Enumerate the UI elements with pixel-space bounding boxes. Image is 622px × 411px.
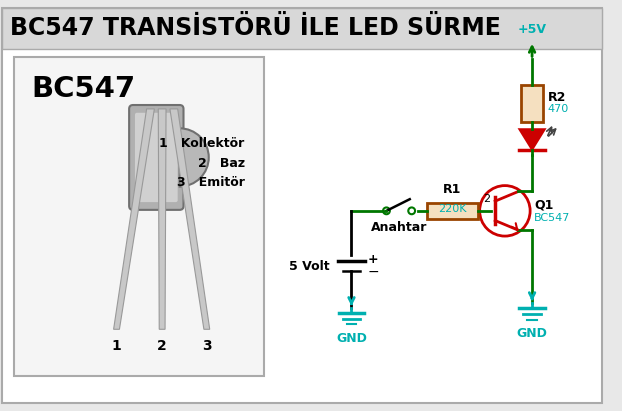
Text: 3: 3 <box>202 339 211 353</box>
Wedge shape <box>180 128 209 187</box>
Text: BC547: BC547 <box>534 212 570 223</box>
Text: +: + <box>368 253 379 266</box>
Text: 220K: 220K <box>439 204 466 214</box>
Polygon shape <box>158 109 166 329</box>
Text: Q1: Q1 <box>534 199 554 212</box>
Text: +5V: +5V <box>518 23 547 36</box>
Text: R2: R2 <box>547 91 566 104</box>
Text: GND: GND <box>336 332 367 345</box>
Bar <box>427 203 478 219</box>
Text: R1: R1 <box>443 183 462 196</box>
FancyBboxPatch shape <box>129 105 183 210</box>
Circle shape <box>408 208 415 214</box>
Bar <box>14 58 264 376</box>
Text: 1   Kollektör: 1 Kollektör <box>159 137 244 150</box>
Text: 5 Volt: 5 Volt <box>289 260 330 272</box>
Text: 2   Baz: 2 Baz <box>198 157 244 170</box>
FancyBboxPatch shape <box>135 113 178 202</box>
Text: 3   Emitör: 3 Emitör <box>177 176 244 189</box>
Text: −: − <box>368 265 379 279</box>
Polygon shape <box>519 129 545 150</box>
Circle shape <box>383 208 390 214</box>
Text: 1: 1 <box>111 339 121 353</box>
Circle shape <box>480 186 530 236</box>
Bar <box>2 8 602 48</box>
Text: 470: 470 <box>547 104 569 114</box>
Bar <box>521 85 543 122</box>
Text: 2: 2 <box>483 194 490 204</box>
Text: Anahtar: Anahtar <box>371 221 427 233</box>
Text: BC547 TRANSİSTÖRÜ İLE LED SÜRME: BC547 TRANSİSTÖRÜ İLE LED SÜRME <box>10 16 501 40</box>
Polygon shape <box>170 109 210 329</box>
Text: GND: GND <box>517 327 547 340</box>
Polygon shape <box>114 109 154 329</box>
Text: BC547: BC547 <box>31 75 136 103</box>
Text: 2: 2 <box>157 339 167 353</box>
